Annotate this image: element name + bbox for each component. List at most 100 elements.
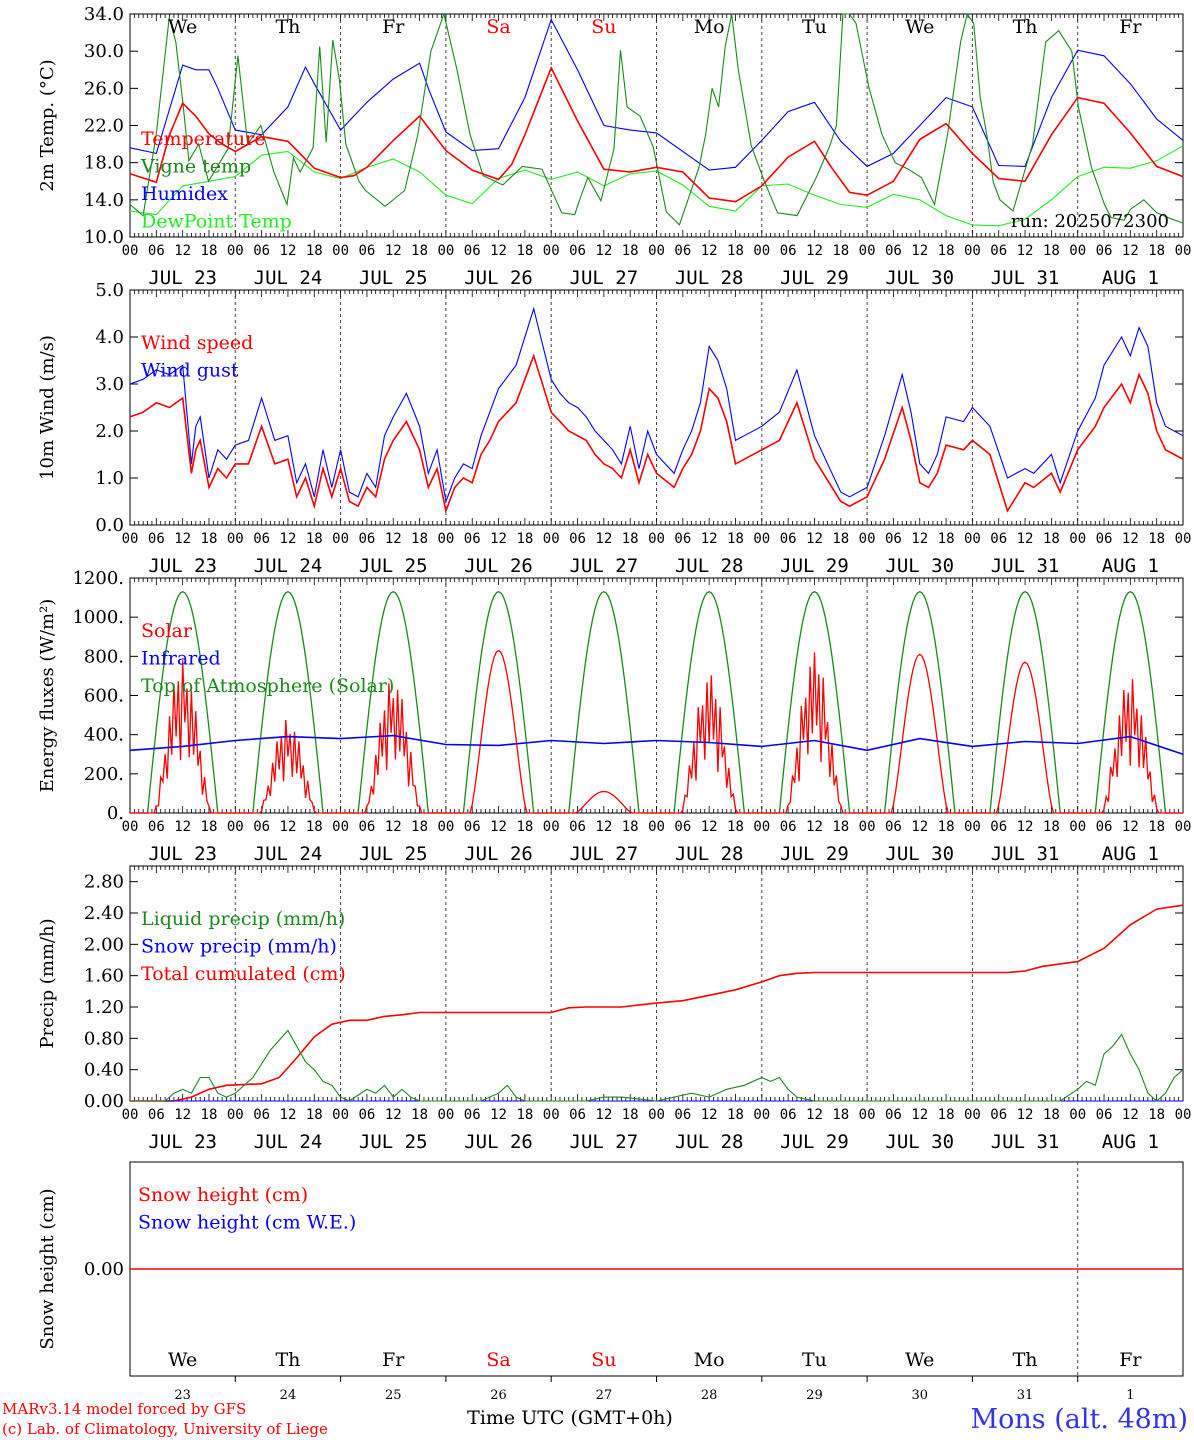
temp-frame (129, 13, 1184, 238)
legend-entry: Infrared (141, 648, 221, 670)
date-label: JUL 31 (991, 555, 1060, 577)
hour-tick-label: 12 (490, 243, 507, 259)
hour-tick-label: 00 (859, 531, 876, 547)
wind-gustline (129, 306, 1184, 504)
hour-tick-label: 12 (385, 1107, 402, 1123)
hour-tick-label: 06 (569, 1107, 586, 1123)
hour-tick-label: 00 (753, 243, 770, 259)
hour-tick-label: 12 (280, 243, 297, 259)
hour-tick-label: 12 (385, 243, 402, 259)
hour-tick-label: 06 (674, 243, 691, 259)
hour-tick-label: 00 (1175, 819, 1192, 835)
hour-tick-label: 18 (938, 243, 955, 259)
date-label: JUL 27 (570, 1131, 639, 1153)
date-label: JUL 25 (359, 1131, 428, 1153)
hour-tick-label: 00 (859, 819, 876, 835)
legend-entry: Humidex (141, 183, 228, 205)
hour-tick-label: 06 (569, 243, 586, 259)
hour-tick-label: 00 (753, 531, 770, 547)
hour-tick-label: 12 (595, 531, 612, 547)
date-label: JUL 24 (254, 1131, 323, 1153)
date-label: JUL 28 (675, 267, 744, 289)
hour-tick-label: 12 (174, 1107, 191, 1123)
hour-tick-label: 00 (122, 531, 139, 547)
hour-tick-label: 18 (306, 531, 323, 547)
day-number-label: 27 (596, 1388, 613, 1403)
hour-tick-label: 18 (938, 819, 955, 835)
temp-ylabel: 2m Temp. (°C) (37, 59, 58, 191)
hour-tick-label: 12 (911, 819, 928, 835)
dow-label: Th (275, 16, 300, 38)
hour-tick-label: 06 (780, 531, 797, 547)
wind-ylabel: 10m Wind (m/s) (37, 335, 58, 480)
hour-tick-label: 00 (332, 531, 349, 547)
hour-tick-label: 06 (358, 243, 375, 259)
hour-tick-label: 18 (1148, 819, 1165, 835)
hour-tick-label: 00 (437, 531, 454, 547)
hour-tick-label: 12 (806, 819, 823, 835)
hour-tick-label: 12 (1017, 531, 1034, 547)
dow-label: We (905, 1349, 934, 1371)
y-tick-label: 1.60 (84, 966, 124, 987)
dow-label: We (168, 1349, 197, 1371)
hour-tick-label: 06 (1096, 819, 1113, 835)
hour-tick-label: 18 (411, 531, 428, 547)
dow-label: We (905, 16, 934, 38)
hour-tick-label: 12 (701, 531, 718, 547)
dow-label: Tu (802, 1349, 827, 1371)
date-label: AUG 1 (1102, 843, 1159, 865)
legend-entry: Snow height (cm) (138, 1184, 308, 1206)
hour-tick-label: 18 (1043, 819, 1060, 835)
run-annotation: run: 2025072300 (1011, 211, 1169, 232)
date-label: JUL 29 (780, 267, 849, 289)
dow-label: Tu (802, 16, 827, 38)
hour-tick-label: 18 (938, 1107, 955, 1123)
date-label: JUL 23 (148, 843, 217, 865)
hour-tick-label: 12 (1122, 1107, 1139, 1123)
y-tick-label: 0.0 (95, 515, 124, 536)
day-number-label: 24 (280, 1388, 297, 1403)
date-label: JUL 30 (885, 267, 954, 289)
date-label: JUL 28 (675, 555, 744, 577)
y-tick-label: 1200. (72, 568, 124, 589)
hour-tick-label: 12 (1017, 1107, 1034, 1123)
dow-label: Fr (1119, 1349, 1142, 1371)
hour-tick-label: 06 (464, 243, 481, 259)
hour-tick-label: 18 (306, 243, 323, 259)
total-cumulated-cm-line (130, 904, 1184, 1102)
toa-solar-line (130, 590, 1183, 814)
hour-tick-label: 00 (859, 243, 876, 259)
hour-tick-label: 00 (648, 531, 665, 547)
hour-tick-label: 06 (253, 1107, 270, 1123)
hour-tick-label: 18 (201, 531, 218, 547)
hour-tick-label: 18 (411, 243, 428, 259)
legend-entry: Snow height (cm W.E.) (138, 1212, 356, 1234)
hour-tick-label: 00 (227, 819, 244, 835)
day-number-label: 25 (385, 1388, 402, 1403)
date-label: JUL 24 (254, 267, 323, 289)
hour-tick-label: 00 (753, 819, 770, 835)
hour-tick-label: 00 (1175, 1107, 1192, 1123)
legend-entry: Wind gust (141, 360, 239, 382)
legend-entry: Vigne temp (140, 156, 251, 178)
hour-tick-label: 12 (1122, 819, 1139, 835)
y-tick-label: 0.00 (84, 1259, 124, 1280)
credit-lab: (c) Lab. of Climatology, University of L… (2, 1420, 328, 1438)
date-label: JUL 30 (885, 1131, 954, 1153)
date-label: JUL 26 (464, 1131, 533, 1153)
hour-tick-label: 18 (622, 243, 639, 259)
hour-tick-label: 06 (358, 531, 375, 547)
y-tick-label: 2.40 (84, 903, 124, 924)
y-tick-label: 800. (84, 646, 124, 667)
hour-tick-label: 06 (253, 531, 270, 547)
hour-tick-label: 06 (253, 243, 270, 259)
date-label: JUL 30 (885, 555, 954, 577)
date-label: JUL 25 (359, 843, 428, 865)
hour-tick-label: 18 (306, 819, 323, 835)
hour-tick-label: 06 (1096, 531, 1113, 547)
dow-label: Th (1013, 16, 1038, 38)
hour-tick-label: 12 (595, 1107, 612, 1123)
legend-entry: Solar (141, 620, 193, 642)
hour-tick-label: 00 (648, 243, 665, 259)
hour-tick-label: 06 (358, 819, 375, 835)
